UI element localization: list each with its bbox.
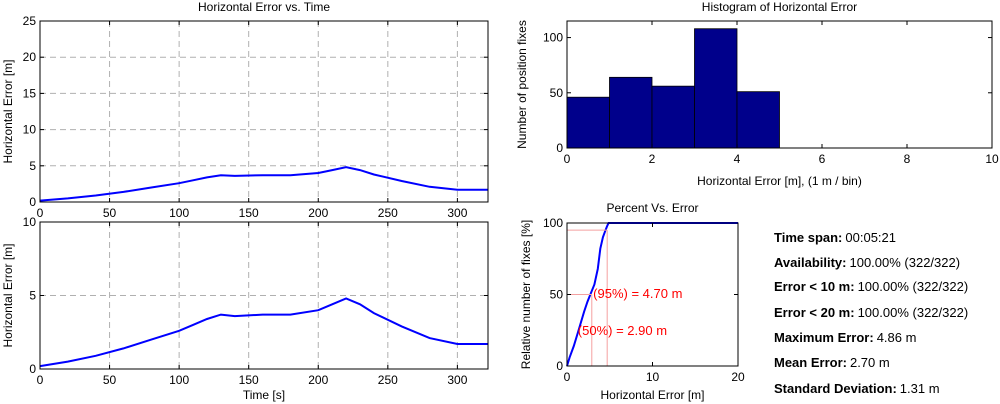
y-tick-label: 50 bbox=[550, 86, 564, 100]
x-tick-label: 300 bbox=[447, 373, 467, 387]
x-tick-label: 150 bbox=[239, 206, 259, 220]
chart-title: Percent Vs. Error bbox=[606, 201, 698, 215]
annotation-label: (95%) = 4.70 m bbox=[593, 286, 682, 301]
x-axis-label: Horizontal Error [m] bbox=[600, 388, 704, 402]
histogram-bar bbox=[736, 91, 780, 149]
x-tick-label: 10 bbox=[646, 370, 660, 384]
stat-label: Time span: bbox=[774, 230, 843, 245]
x-tick-label: 0 bbox=[564, 152, 571, 166]
stat-std-dev: Standard Deviation: 1.31 m bbox=[774, 381, 940, 396]
stat-value: 00:05:21 bbox=[845, 230, 896, 245]
stat-error-lt-10: Error < 10 m: 100.00% (322/322) bbox=[774, 279, 968, 294]
y-tick-label: 0 bbox=[29, 362, 36, 376]
x-tick-label: 100 bbox=[169, 206, 189, 220]
y-tick-label: 0 bbox=[556, 141, 563, 155]
histogram-bar bbox=[651, 85, 695, 149]
stat-label: Maximum Error: bbox=[774, 330, 874, 345]
histogram-bar bbox=[694, 28, 738, 149]
x-tick-label: 4 bbox=[734, 152, 741, 166]
stat-value: 100.00% (322/322) bbox=[849, 255, 961, 270]
stat-label: Error < 20 m: bbox=[774, 305, 855, 320]
histogram-bar bbox=[566, 96, 610, 149]
y-tick-label: 0 bbox=[556, 359, 563, 373]
x-tick-label: 150 bbox=[239, 373, 259, 387]
x-tick-label: 6 bbox=[819, 152, 826, 166]
y-tick-label: 25 bbox=[23, 14, 37, 28]
stat-time-span: Time span: 00:05:21 bbox=[774, 230, 896, 245]
y-tick-label: 100 bbox=[543, 31, 563, 45]
x-axis-label: Time [s] bbox=[243, 388, 285, 402]
y-tick-label: 50 bbox=[550, 288, 564, 302]
y-tick-label: 10 bbox=[23, 123, 37, 137]
y-tick-label: 5 bbox=[29, 159, 36, 173]
y-axis-label: Number of position fixes bbox=[515, 20, 529, 149]
y-tick-label: 5 bbox=[29, 289, 36, 303]
y-tick-label: 100 bbox=[543, 216, 563, 230]
stat-mean-error: Mean Error: 2.70 m bbox=[774, 355, 890, 370]
stat-label: Standard Deviation: bbox=[774, 381, 897, 396]
annotation-label: (50%) = 2.90 m bbox=[578, 323, 667, 338]
x-tick-label: 300 bbox=[447, 206, 467, 220]
y-tick-label: 10 bbox=[23, 215, 37, 229]
x-tick-label: 20 bbox=[731, 370, 745, 384]
stat-error-lt-20: Error < 20 m: 100.00% (322/322) bbox=[774, 305, 968, 320]
chart-title: Histogram of Horizontal Error bbox=[702, 0, 857, 14]
x-tick-label: 2 bbox=[649, 152, 656, 166]
x-tick-label: 200 bbox=[308, 206, 328, 220]
stat-value: 1.31 m bbox=[899, 381, 940, 396]
stat-label: Error < 10 m: bbox=[774, 279, 855, 294]
plot-area bbox=[40, 21, 488, 202]
x-tick-label: 8 bbox=[904, 152, 911, 166]
y-axis-label: Horizontal Error [m] bbox=[1, 59, 15, 163]
plot-area bbox=[567, 223, 738, 366]
y-tick-label: 0 bbox=[29, 195, 36, 209]
stat-max-error: Maximum Error: 4.86 m bbox=[774, 330, 916, 345]
plot-frame bbox=[39, 20, 489, 203]
y-tick-label: 15 bbox=[23, 86, 37, 100]
x-tick-label: 50 bbox=[103, 373, 117, 387]
y-axis-label: Relative number of fixes [%] bbox=[519, 220, 533, 369]
series-line bbox=[566, 222, 738, 367]
x-axis-label: Horizontal Error [m], (1 m / bin) bbox=[697, 174, 862, 188]
chart-title: Horizontal Error vs. Time bbox=[198, 0, 330, 14]
series-line bbox=[39, 297, 488, 368]
series-line bbox=[39, 166, 488, 202]
stat-label: Mean Error: bbox=[774, 355, 847, 370]
x-tick-label: 250 bbox=[378, 373, 398, 387]
x-tick-label: 250 bbox=[378, 206, 398, 220]
histogram-bar bbox=[609, 76, 653, 149]
stat-label: Availability: bbox=[774, 255, 847, 270]
x-tick-label: 0 bbox=[37, 373, 44, 387]
x-tick-label: 50 bbox=[103, 206, 117, 220]
y-tick-label: 20 bbox=[23, 50, 37, 64]
x-tick-label: 0 bbox=[37, 206, 44, 220]
x-tick-label: 0 bbox=[564, 370, 571, 384]
x-tick-label: 10 bbox=[985, 152, 999, 166]
stat-value: 100.00% (322/322) bbox=[857, 305, 969, 320]
x-tick-label: 200 bbox=[308, 373, 328, 387]
plot-frame bbox=[566, 20, 993, 149]
stat-value: 4.86 m bbox=[876, 330, 917, 345]
stat-availability: Availability: 100.00% (322/322) bbox=[774, 255, 960, 270]
stat-value: 2.70 m bbox=[849, 355, 890, 370]
stat-value: 100.00% (322/322) bbox=[857, 279, 969, 294]
y-axis-label: Horizontal Error [m] bbox=[1, 243, 15, 347]
x-tick-label: 100 bbox=[169, 373, 189, 387]
